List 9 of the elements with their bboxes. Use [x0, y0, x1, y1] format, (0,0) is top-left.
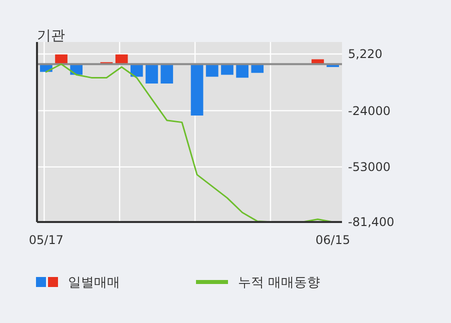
y-tick-label: -81,400 — [348, 215, 394, 230]
chart-title: 기관 — [37, 28, 65, 44]
y-tick-label: -24000 — [348, 104, 391, 118]
legend-label: 일별매매 — [68, 276, 120, 291]
x-tick-label: 06/15 — [316, 233, 350, 247]
x-tick-label: 05/17 — [28, 233, 64, 247]
y-tick-label: 5,220 — [348, 47, 382, 62]
y-tick-label: -53000 — [348, 160, 391, 174]
legend-label: 누적 매매동향 — [238, 276, 320, 291]
